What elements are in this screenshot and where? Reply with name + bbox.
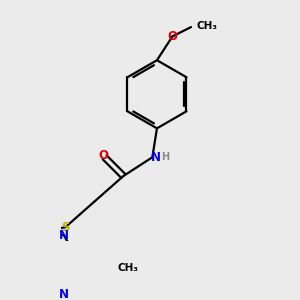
Text: N: N [59, 288, 69, 300]
Text: O: O [167, 30, 177, 43]
Text: CH₃: CH₃ [196, 20, 218, 31]
Text: O: O [98, 149, 108, 162]
Text: H: H [161, 152, 169, 161]
Text: N: N [151, 151, 161, 164]
Text: S: S [61, 220, 70, 234]
Text: N: N [59, 229, 69, 242]
Text: CH₃: CH₃ [118, 263, 139, 273]
